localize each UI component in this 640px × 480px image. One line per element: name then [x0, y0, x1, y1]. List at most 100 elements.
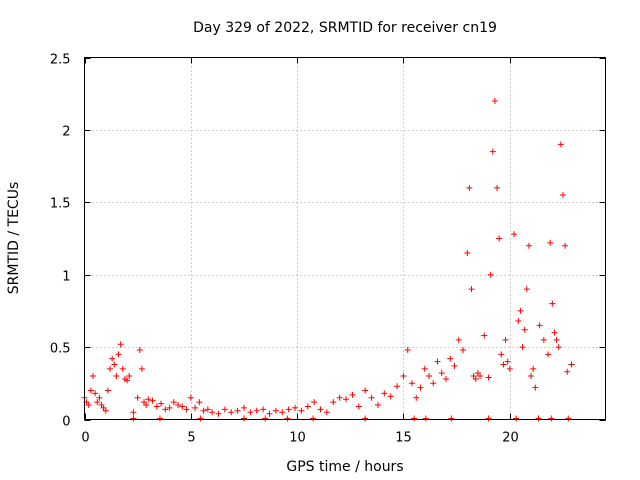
axis-ticks — [84, 57, 606, 421]
data-point — [481, 332, 488, 339]
data-point — [279, 409, 286, 416]
data-point — [523, 286, 530, 293]
data-point — [553, 336, 560, 343]
data-point — [166, 404, 173, 411]
data-point — [183, 406, 190, 413]
data-point — [472, 375, 479, 382]
data-point — [349, 391, 356, 398]
data-point — [513, 415, 520, 422]
y-axis-title: SRMTID / TECUs — [6, 182, 22, 295]
data-point — [221, 406, 228, 413]
data-point — [240, 404, 247, 411]
data-point — [447, 355, 454, 362]
data-point — [532, 384, 539, 391]
x-tick-label: 0 — [81, 431, 89, 446]
data-point — [209, 409, 216, 416]
data-point — [115, 351, 122, 358]
data-point — [500, 361, 507, 368]
data-point — [138, 365, 145, 372]
data-point — [565, 415, 572, 422]
data-point — [124, 377, 131, 384]
data-point — [511, 231, 518, 238]
data-point — [381, 390, 388, 397]
data-point — [336, 394, 343, 401]
data-point — [228, 409, 235, 416]
data-point — [330, 399, 337, 406]
data-point — [266, 410, 273, 417]
data-point — [272, 407, 279, 414]
data-point — [404, 346, 411, 353]
data-point — [362, 387, 369, 394]
x-tick-label: 20 — [502, 431, 519, 446]
data-point — [564, 368, 571, 375]
data-points — [81, 97, 575, 422]
data-point — [170, 399, 177, 406]
data-point — [551, 329, 558, 336]
data-point — [92, 390, 99, 397]
data-point — [145, 396, 152, 403]
data-point — [126, 373, 133, 380]
data-point — [506, 365, 513, 372]
data-point — [517, 307, 524, 314]
data-point — [111, 361, 118, 368]
y-tick-labels: 0 0.5 1 1.5 2 2.5 — [50, 53, 71, 430]
data-point — [494, 184, 501, 191]
data-point — [421, 365, 428, 372]
data-point — [443, 375, 450, 382]
data-point — [536, 322, 543, 329]
data-point — [468, 286, 475, 293]
data-point — [156, 415, 163, 422]
chart-title: Day 329 of 2022, SRMTID for receiver cn1… — [193, 20, 497, 36]
data-point — [559, 192, 566, 199]
data-point — [96, 394, 103, 401]
data-point — [430, 380, 437, 387]
data-point — [87, 387, 94, 394]
data-point — [387, 393, 394, 400]
data-point — [134, 394, 141, 401]
data-point — [555, 344, 562, 351]
data-point — [130, 409, 137, 416]
data-point — [113, 373, 120, 380]
data-point — [362, 415, 369, 422]
data-point — [285, 406, 292, 413]
data-point — [502, 336, 509, 343]
data-point — [489, 148, 496, 155]
x-tick-labels: 0 5 10 15 20 — [81, 431, 518, 446]
data-point — [425, 373, 432, 380]
data-point — [310, 415, 317, 422]
y-tick-label: 2 — [62, 125, 70, 140]
data-point — [298, 407, 305, 414]
data-point — [192, 404, 199, 411]
data-point — [547, 239, 554, 246]
data-point — [557, 141, 564, 148]
data-point — [368, 394, 375, 401]
grid-lines — [84, 57, 606, 420]
y-tick-label: 1.5 — [50, 197, 71, 212]
data-point — [568, 361, 575, 368]
data-point — [204, 406, 211, 413]
data-point — [90, 373, 97, 380]
data-point — [394, 383, 401, 390]
data-point — [515, 318, 522, 325]
data-point — [196, 399, 203, 406]
data-point — [311, 399, 318, 406]
data-point — [422, 415, 429, 422]
data-point — [343, 396, 350, 403]
data-point — [477, 373, 484, 380]
data-point — [284, 415, 291, 422]
data-point — [149, 397, 156, 404]
data-point — [94, 399, 101, 406]
data-point — [153, 403, 160, 410]
data-point — [545, 351, 552, 358]
data-point — [451, 362, 458, 369]
data-point — [175, 402, 182, 409]
data-point — [107, 365, 114, 372]
x-axis-title: GPS time / hours — [286, 459, 403, 475]
plot-frame — [84, 57, 606, 420]
data-point — [448, 415, 455, 422]
data-point — [85, 402, 92, 409]
data-point — [187, 394, 194, 401]
data-point — [400, 373, 407, 380]
data-point — [109, 355, 116, 362]
data-point — [253, 407, 260, 414]
